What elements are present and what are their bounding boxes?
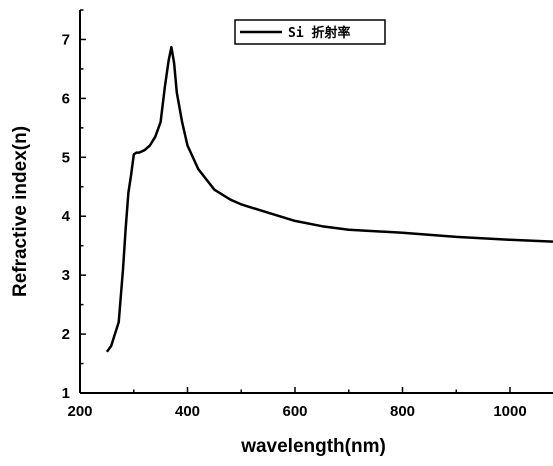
series-line xyxy=(105,45,553,353)
y-tick-label: 3 xyxy=(62,267,70,284)
x-tick-label: 1000 xyxy=(493,403,526,420)
x-tick-label: 200 xyxy=(67,403,92,420)
x-tick-label: 800 xyxy=(390,403,415,420)
x-tick-label: 600 xyxy=(282,403,307,420)
series-layer xyxy=(105,45,553,353)
y-tick-label: 4 xyxy=(62,208,71,225)
y-axis-title: Refractive index(n) xyxy=(10,126,31,297)
x-axis-title: wavelength(nm) xyxy=(240,436,386,457)
legend: Si 折射率 xyxy=(234,19,386,45)
y-tick-label: 6 xyxy=(62,90,70,107)
y-tick-label: 7 xyxy=(62,31,70,48)
y-tick-label: 1 xyxy=(62,385,70,402)
y-tick-label: 2 xyxy=(62,326,70,343)
axes xyxy=(79,10,553,394)
ticks: 200 400 600 800 1000 1 2 3 4 5 6 7 xyxy=(62,9,527,420)
x-tick-label: 400 xyxy=(175,403,200,420)
legend-label: Si 折射率 xyxy=(288,25,350,41)
y-tick-label: 5 xyxy=(62,149,70,166)
